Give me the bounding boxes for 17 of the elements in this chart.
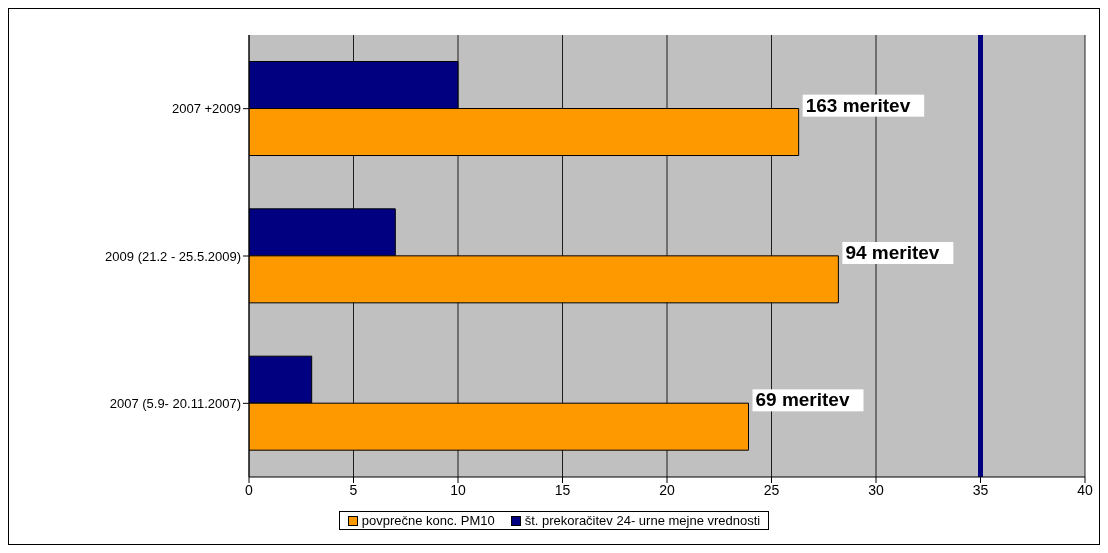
x-tick-label: 40: [1077, 481, 1093, 498]
y-tick-label: 2007 (5.9- 20.11.2007): [109, 395, 241, 411]
x-tick-label: 20: [659, 481, 675, 498]
x-tick-label: 10: [450, 481, 466, 498]
x-tick-label: 5: [349, 481, 358, 498]
annotation: 163 meritev: [805, 94, 911, 116]
y-tick-label: 2007 +2009: [171, 101, 241, 117]
x-tick-label: 25: [763, 481, 780, 498]
x-tick-label: 15: [554, 481, 571, 498]
annotation: 94 meritev: [845, 242, 940, 263]
legend-label: povprečne konc. PM10: [360, 513, 495, 528]
annotation: 69 meritev: [755, 389, 850, 411]
legend-label: št. prekoračitev 24- urne mejne vrednosti: [523, 513, 761, 528]
x-tick-label: 35: [972, 481, 989, 498]
y-tick-label: 2009 (21.2 - 25.5.2009): [105, 248, 241, 264]
x-tick-label: 30: [868, 481, 884, 498]
x-tick-label: 0: [245, 481, 254, 498]
